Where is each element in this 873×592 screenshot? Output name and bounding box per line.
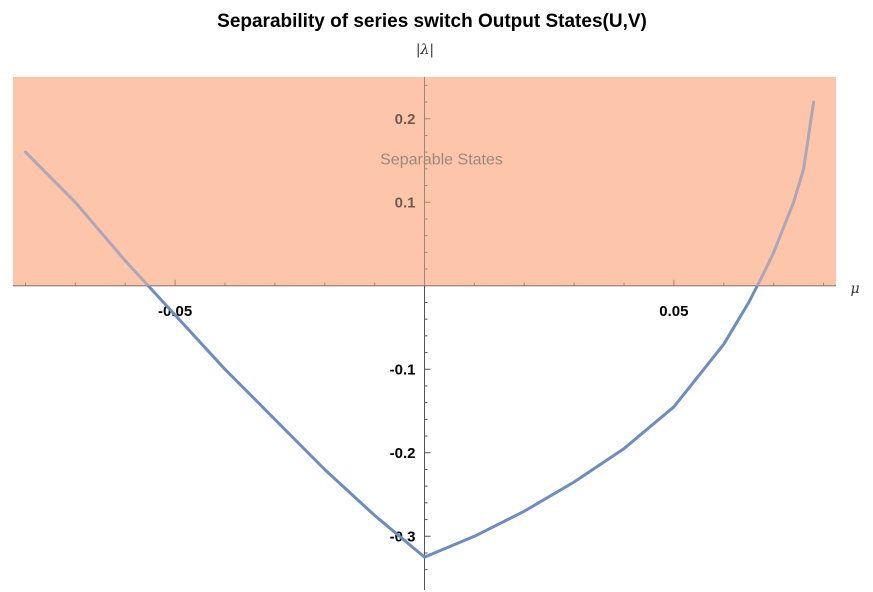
y-tick-label: 0.1 — [395, 194, 416, 211]
separable-region-overlay — [13, 77, 836, 286]
x-tick-label: 0.05 — [659, 303, 688, 320]
x-axis-label: μ — [850, 281, 859, 297]
series-group — [13, 77, 836, 559]
y-tick-label: -0.2 — [390, 445, 416, 462]
y-axis-label: |λ| — [416, 42, 434, 58]
y-tick-label: 0.2 — [395, 111, 416, 128]
separable-region-label: Separable States — [380, 152, 503, 169]
series-line — [24, 100, 816, 559]
chart-title: Separability of series switch Output Sta… — [217, 11, 647, 32]
y-tick-label: -0.1 — [390, 361, 416, 378]
